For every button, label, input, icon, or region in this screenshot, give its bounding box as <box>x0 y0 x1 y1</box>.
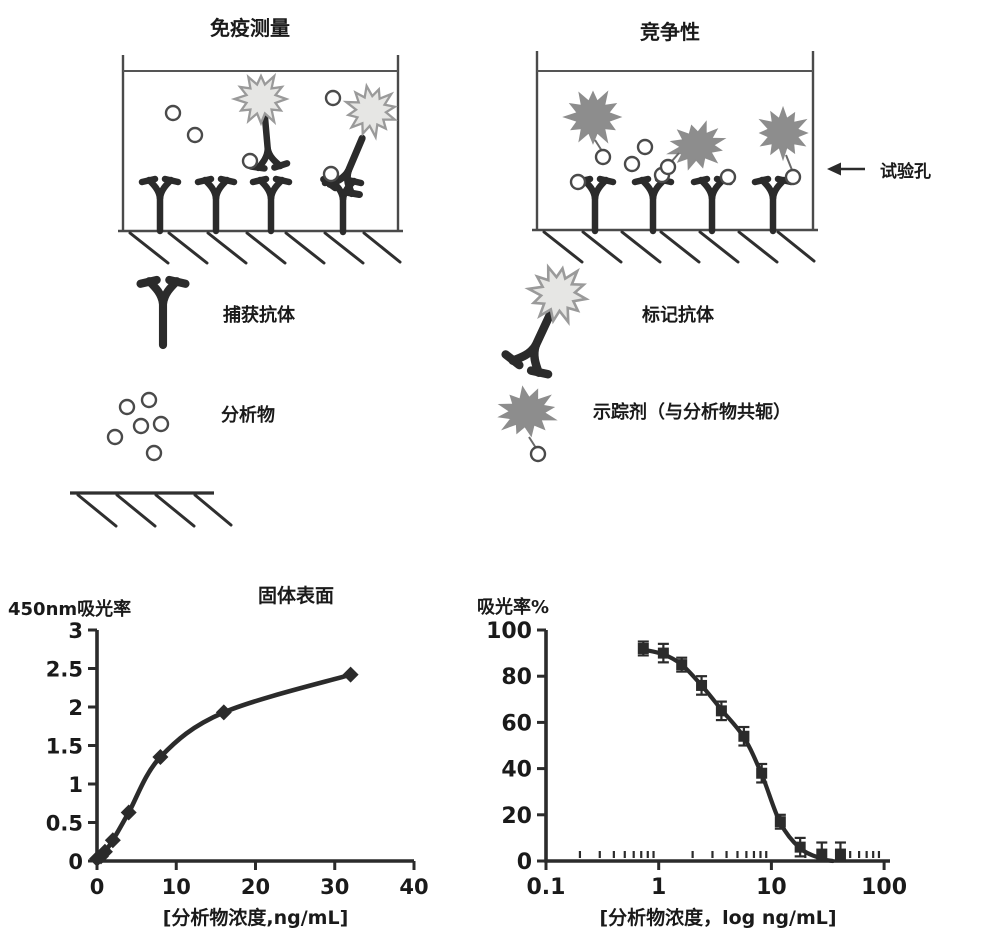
svg-text:1: 1 <box>68 773 83 797</box>
data-markers <box>89 666 359 867</box>
competitive-title: 竞争性 <box>640 20 700 44</box>
svg-text:2: 2 <box>68 696 83 720</box>
svg-text:20: 20 <box>501 804 532 829</box>
svg-text:100: 100 <box>486 619 532 644</box>
chart2-y-axis-label: 吸光率% <box>477 597 550 618</box>
legend-analyte-icon <box>106 391 170 462</box>
svg-text:40: 40 <box>501 758 532 783</box>
error-bars <box>637 640 846 863</box>
minor-ticks <box>578 851 881 858</box>
analyte-circle <box>569 173 587 191</box>
tracer-icon <box>747 99 817 186</box>
svg-text:100: 100 <box>861 875 907 900</box>
surface-hatching <box>542 230 816 264</box>
legend-tracer-icon <box>494 381 559 463</box>
capture-antibody-icon <box>635 179 671 231</box>
legend-tracer-label: 示踪剂（与分析物共轭） <box>593 402 791 423</box>
chart1-x-axis-label: [分析物浓度,ng/mL] <box>162 907 349 929</box>
left-arrow-icon <box>827 162 865 176</box>
immunoassay-well-diagram <box>118 55 404 265</box>
tick-labels: 0 20 40 60 80 100 0.1 1 10 100 <box>486 619 907 900</box>
analyte-circle <box>241 152 259 170</box>
chart1-y-axis-label: 450nm吸光率 <box>8 599 132 620</box>
fit-curve <box>94 672 353 861</box>
svg-text:40: 40 <box>399 875 428 899</box>
svg-text:3: 3 <box>68 619 83 643</box>
svg-text:80: 80 <box>501 665 532 690</box>
analyte-circle <box>322 165 340 183</box>
svg-text:2.5: 2.5 <box>46 658 83 682</box>
capture-antibody-icon <box>198 179 234 231</box>
label-starburst-icon <box>522 261 592 328</box>
svg-text:10: 10 <box>756 875 787 900</box>
immunoassay-title: 免疫测量 <box>210 16 290 40</box>
legend-surface-label: 固体表面 <box>258 585 335 607</box>
svg-text:60: 60 <box>501 711 532 736</box>
capture-antibody-icon <box>142 179 178 231</box>
svg-text:10: 10 <box>162 875 191 899</box>
svg-text:1: 1 <box>651 875 666 900</box>
capture-antibody-icon <box>694 179 730 231</box>
well-outline <box>118 55 403 233</box>
legend-capture-antibody-label: 捕获抗体 <box>223 305 295 326</box>
chart2-x-axis-label: [分析物浓度，log ng/mL] <box>599 907 837 929</box>
test-well-label: 试验孔 <box>880 162 931 182</box>
data-markers <box>637 642 846 860</box>
competitive-inhibition-chart: 0 20 40 60 80 100 0.1 1 10 100 <box>486 619 907 900</box>
capture-antibody-icon <box>755 179 791 231</box>
label-starburst-icon <box>233 74 288 125</box>
svg-text:20: 20 <box>241 875 270 899</box>
svg-text:0.5: 0.5 <box>46 812 83 836</box>
analyte-circle <box>659 158 677 176</box>
label-starburst-icon <box>336 79 404 144</box>
competitive-well-diagram <box>532 51 865 264</box>
tick-labels: 00.511.522.530 10 20 30 40 <box>46 619 429 899</box>
legend-labeled-antibody-label: 标记抗体 <box>642 305 714 326</box>
solid-phase-binding-chart: 00.511.522.530 10 20 30 40 <box>46 619 429 899</box>
svg-text:30: 30 <box>320 875 349 899</box>
svg-text:0: 0 <box>517 850 532 875</box>
analyte-circle <box>636 138 654 156</box>
analyte-circle <box>623 155 641 173</box>
analyte-circle <box>186 126 204 144</box>
fit-curve <box>641 647 835 864</box>
labeled-antibody-icon <box>233 74 288 170</box>
analyte-circle <box>164 104 182 122</box>
legend-surface-icon <box>70 491 233 528</box>
svg-text:0: 0 <box>68 850 83 874</box>
svg-text:1.5: 1.5 <box>46 735 83 759</box>
axes <box>544 630 890 863</box>
surface-hatching <box>128 231 402 265</box>
capture-antibody-icon <box>253 179 289 231</box>
analyte-circle <box>719 168 737 186</box>
analyte-circle <box>324 89 342 107</box>
svg-text:0.1: 0.1 <box>527 875 566 900</box>
tracer-icon <box>563 91 622 166</box>
svg-text:0: 0 <box>90 875 105 899</box>
axes <box>95 630 414 863</box>
legend-labeled-antibody-icon <box>504 261 592 378</box>
legend-capture-antibody-icon <box>141 280 186 345</box>
legend-analyte-label: 分析物 <box>221 405 275 426</box>
